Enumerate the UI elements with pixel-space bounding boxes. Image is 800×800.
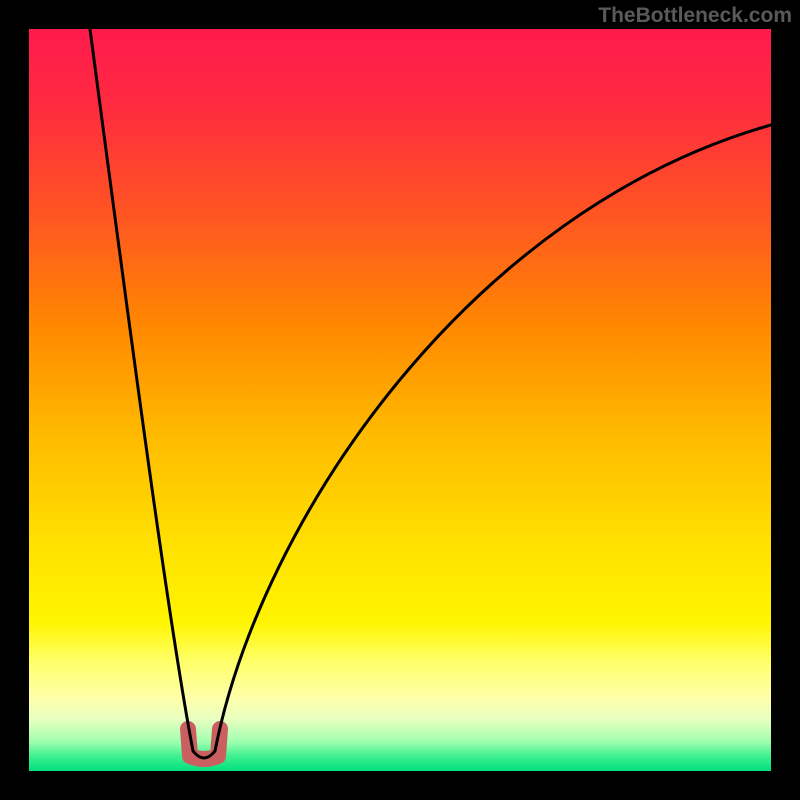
bottleneck-chart: [0, 0, 800, 800]
watermark-text: TheBottleneck.com: [598, 4, 792, 28]
chart-container: TheBottleneck.com: [0, 0, 800, 800]
